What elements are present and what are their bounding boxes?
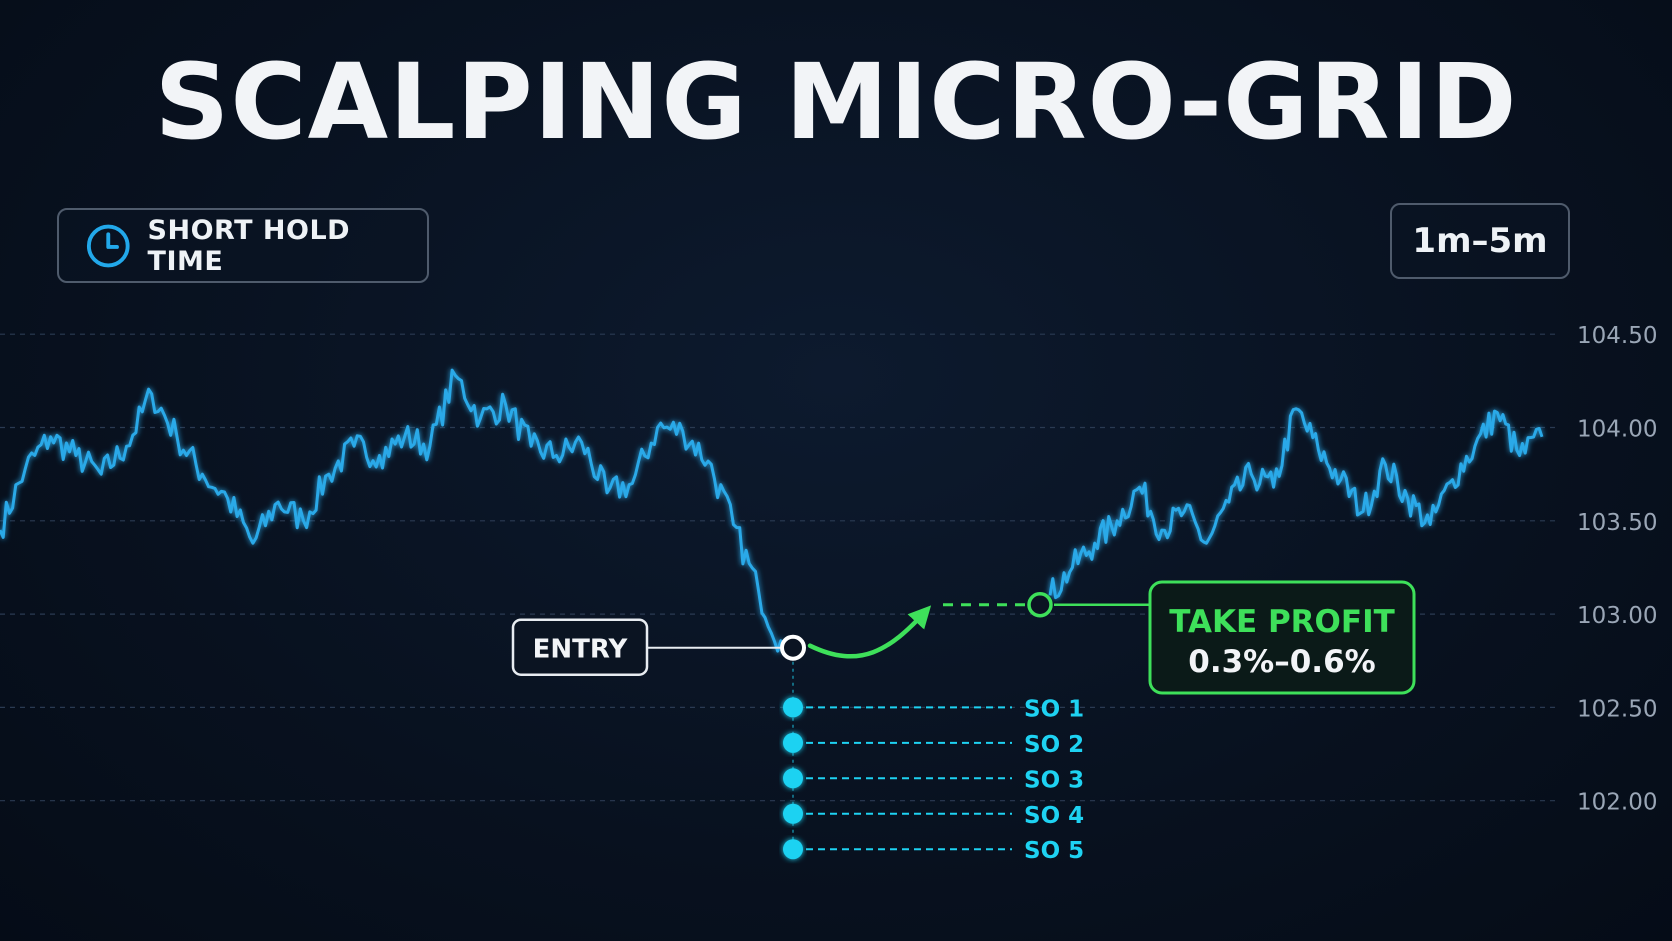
- price-series-line: [1048, 407, 1544, 600]
- safety-order-dot: [783, 697, 803, 718]
- y-tick-label: 103.50: [1577, 510, 1657, 536]
- take-profit-marker: [1027, 592, 1053, 618]
- take-profit-arrow: [807, 605, 932, 659]
- take-profit-range: 0.3%–0.6%: [1188, 644, 1375, 680]
- timeframe-badge: 1m–5m: [1390, 203, 1570, 279]
- safety-order-label: SO 4: [1024, 803, 1084, 829]
- safety-order-label: SO 2: [1024, 732, 1084, 758]
- page-title: SCALPING MICRO-GRID: [154, 41, 1518, 163]
- safety-order-label: SO 5: [1024, 838, 1084, 864]
- y-tick-label: 104.50: [1577, 323, 1657, 349]
- short-hold-time-badge: SHORT HOLD TIME: [57, 208, 429, 283]
- safety-order-dot: [783, 768, 803, 789]
- take-profit-box: [1148, 580, 1416, 695]
- price-series-line: [0, 368, 786, 653]
- safety-order-dot: [783, 803, 803, 824]
- safety-order-label: SO 3: [1024, 767, 1084, 793]
- y-tick-label: 102.00: [1577, 790, 1657, 816]
- y-tick-label: 104.00: [1577, 417, 1657, 443]
- safety-order-dot: [783, 839, 803, 860]
- entry-label-box: [511, 618, 649, 676]
- entry-label: ENTRY: [533, 635, 629, 665]
- hold-badge-label: SHORT HOLD TIME: [147, 214, 351, 277]
- safety-order-label: SO 1: [1024, 696, 1084, 722]
- y-tick-label: 102.50: [1577, 696, 1657, 722]
- y-tick-label: 103.00: [1577, 603, 1657, 629]
- entry-marker: [780, 634, 806, 661]
- clock-icon: [86, 224, 130, 267]
- take-profit-label: TAKE PROFIT: [1169, 604, 1395, 640]
- safety-order-dot: [783, 732, 803, 753]
